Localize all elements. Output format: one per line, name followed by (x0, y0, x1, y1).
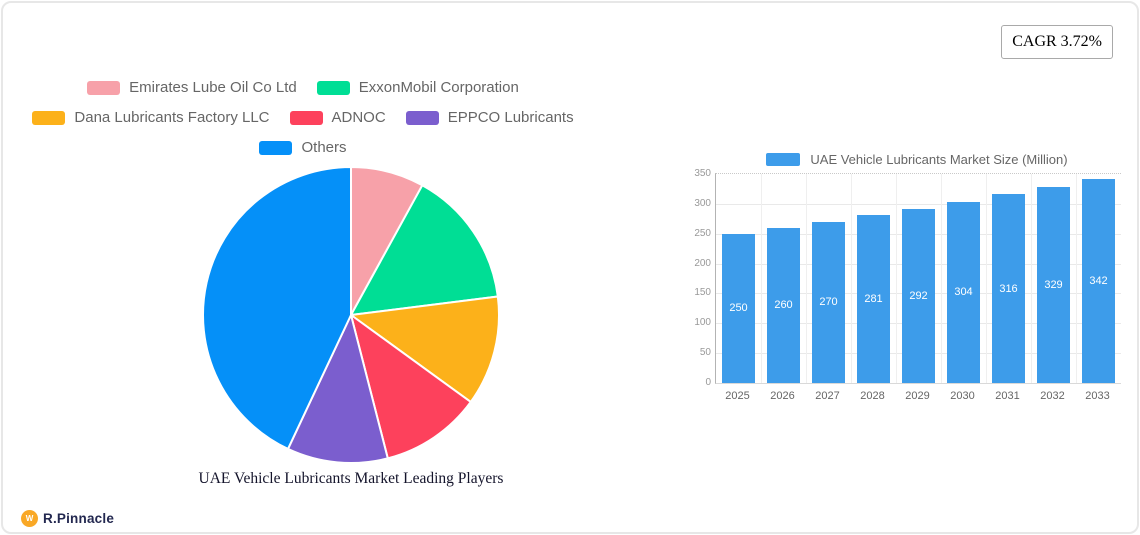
x-axis-tick-2027: 2027 (815, 390, 840, 402)
bar-2033[interactable]: 342 (1082, 178, 1115, 383)
gridline-x-8 (1076, 174, 1077, 383)
bar-chart: UAE Vehicle Lubricants Market Size (Mill… (693, 148, 1140, 413)
bar-value-label: 281 (864, 293, 883, 306)
pie-legend-item-0[interactable]: Emirates Lube Oil Co Ltd (87, 79, 297, 96)
bar-value-label: 304 (954, 286, 973, 299)
brand-logo-icon: W (21, 510, 38, 527)
y-axis-tick-150: 150 (694, 287, 711, 299)
bar-value-label: 260 (774, 299, 793, 312)
pie-legend: Emirates Lube Oil Co Ltd ExxonMobil Corpo… (3, 79, 603, 156)
x-axis-tick-2031: 2031 (995, 390, 1020, 402)
x-axis-tick-2030: 2030 (950, 390, 975, 402)
bar-value-label: 250 (729, 302, 748, 315)
legend-swatch (405, 110, 439, 125)
y-axis-tick-0: 0 (705, 377, 711, 388)
legend-swatch (32, 110, 66, 125)
y-axis-tick-100: 100 (694, 317, 711, 329)
bar-2027[interactable]: 270 (812, 221, 845, 383)
bar-2032[interactable]: 329 (1037, 186, 1070, 383)
legend-label: EPPCO Lubricants (447, 109, 574, 126)
gridline-x-7 (1031, 174, 1032, 383)
pie-chart (201, 165, 501, 465)
bar-value-label: 316 (999, 282, 1018, 295)
gridline-y-300 (716, 203, 1121, 205)
brand-logo: W R.Pinnacle (21, 510, 114, 527)
legend-swatch (316, 80, 350, 95)
y-axis-tick-50: 50 (699, 347, 711, 359)
x-axis-tick-2033: 2033 (1085, 390, 1110, 402)
y-axis-tick-300: 300 (694, 197, 711, 209)
bar-value-label: 270 (819, 296, 838, 309)
legend-label: Emirates Lube Oil Co Ltd (129, 79, 297, 96)
pie-legend-item-2[interactable]: Dana Lubricants Factory LLC (32, 109, 270, 126)
gridline-x-4 (896, 174, 897, 383)
gridline-x-5 (941, 174, 942, 383)
y-axis-tick-350: 350 (694, 168, 711, 179)
legend-label: Others (301, 139, 347, 156)
x-axis-tick-2029: 2029 (905, 390, 930, 402)
pie-legend-item-3[interactable]: ADNOC (289, 109, 386, 126)
x-axis-tick-2025: 2025 (725, 390, 750, 402)
bar-2031[interactable]: 316 (992, 194, 1025, 383)
x-axis-tick-2028: 2028 (860, 390, 885, 402)
legend-swatch (766, 153, 801, 166)
gridline-x-3 (851, 174, 852, 383)
brand-name: R.Pinnacle (43, 511, 115, 526)
gridline-x-6 (986, 174, 987, 383)
legend-swatch (87, 80, 121, 95)
legend-label: Dana Lubricants Factory LLC (74, 109, 270, 126)
bar-value-label: 329 (1044, 278, 1063, 291)
bar-plot: 250 260 270 281 292 304 316 329 342 (715, 173, 1121, 384)
bar-2025[interactable]: 250 (722, 233, 755, 383)
bar-2030[interactable]: 304 (947, 201, 980, 383)
pie-slice-1[interactable] (350, 184, 499, 316)
pie-legend-item-4[interactable]: EPPCO Lubricants (405, 109, 574, 126)
bar-2026[interactable]: 260 (767, 227, 800, 383)
gridline-x-2 (806, 174, 807, 383)
bar-legend-item[interactable]: UAE Vehicle Lubricants Market Size (Mill… (693, 152, 1140, 167)
legend-swatch (259, 140, 293, 155)
x-axis-tick-2032: 2032 (1040, 390, 1065, 402)
pie-svg (202, 166, 500, 464)
pie-legend-item-5[interactable]: Others (259, 139, 347, 156)
pie-slice-4[interactable] (286, 314, 389, 464)
legend-label: ADNOC (331, 109, 386, 126)
legend-swatch (289, 110, 323, 125)
pie-legend-item-1[interactable]: ExxonMobil Corporation (316, 79, 519, 96)
pie-chart-title: UAE Vehicle Lubricants Market Leading Pl… (198, 470, 504, 487)
y-axis-tick-200: 200 (694, 257, 711, 269)
x-axis-tick-2026: 2026 (770, 390, 795, 402)
gridline-x-1 (761, 174, 762, 383)
bar-legend-label: UAE Vehicle Lubricants Market Size (Mill… (810, 152, 1068, 167)
cagr-badge: CAGR 3.72% (1001, 25, 1113, 59)
bar-value-label: 292 (909, 289, 928, 302)
legend-label: ExxonMobil Corporation (358, 79, 519, 96)
bar-2028[interactable]: 281 (857, 215, 890, 383)
bar-2029[interactable]: 292 (902, 208, 935, 383)
y-axis-tick-250: 250 (694, 227, 711, 239)
pie-slice-2[interactable] (350, 295, 500, 403)
bar-value-label: 342 (1089, 274, 1108, 287)
pie-slice-3[interactable] (350, 314, 472, 460)
pie-slice-5[interactable] (202, 166, 352, 450)
